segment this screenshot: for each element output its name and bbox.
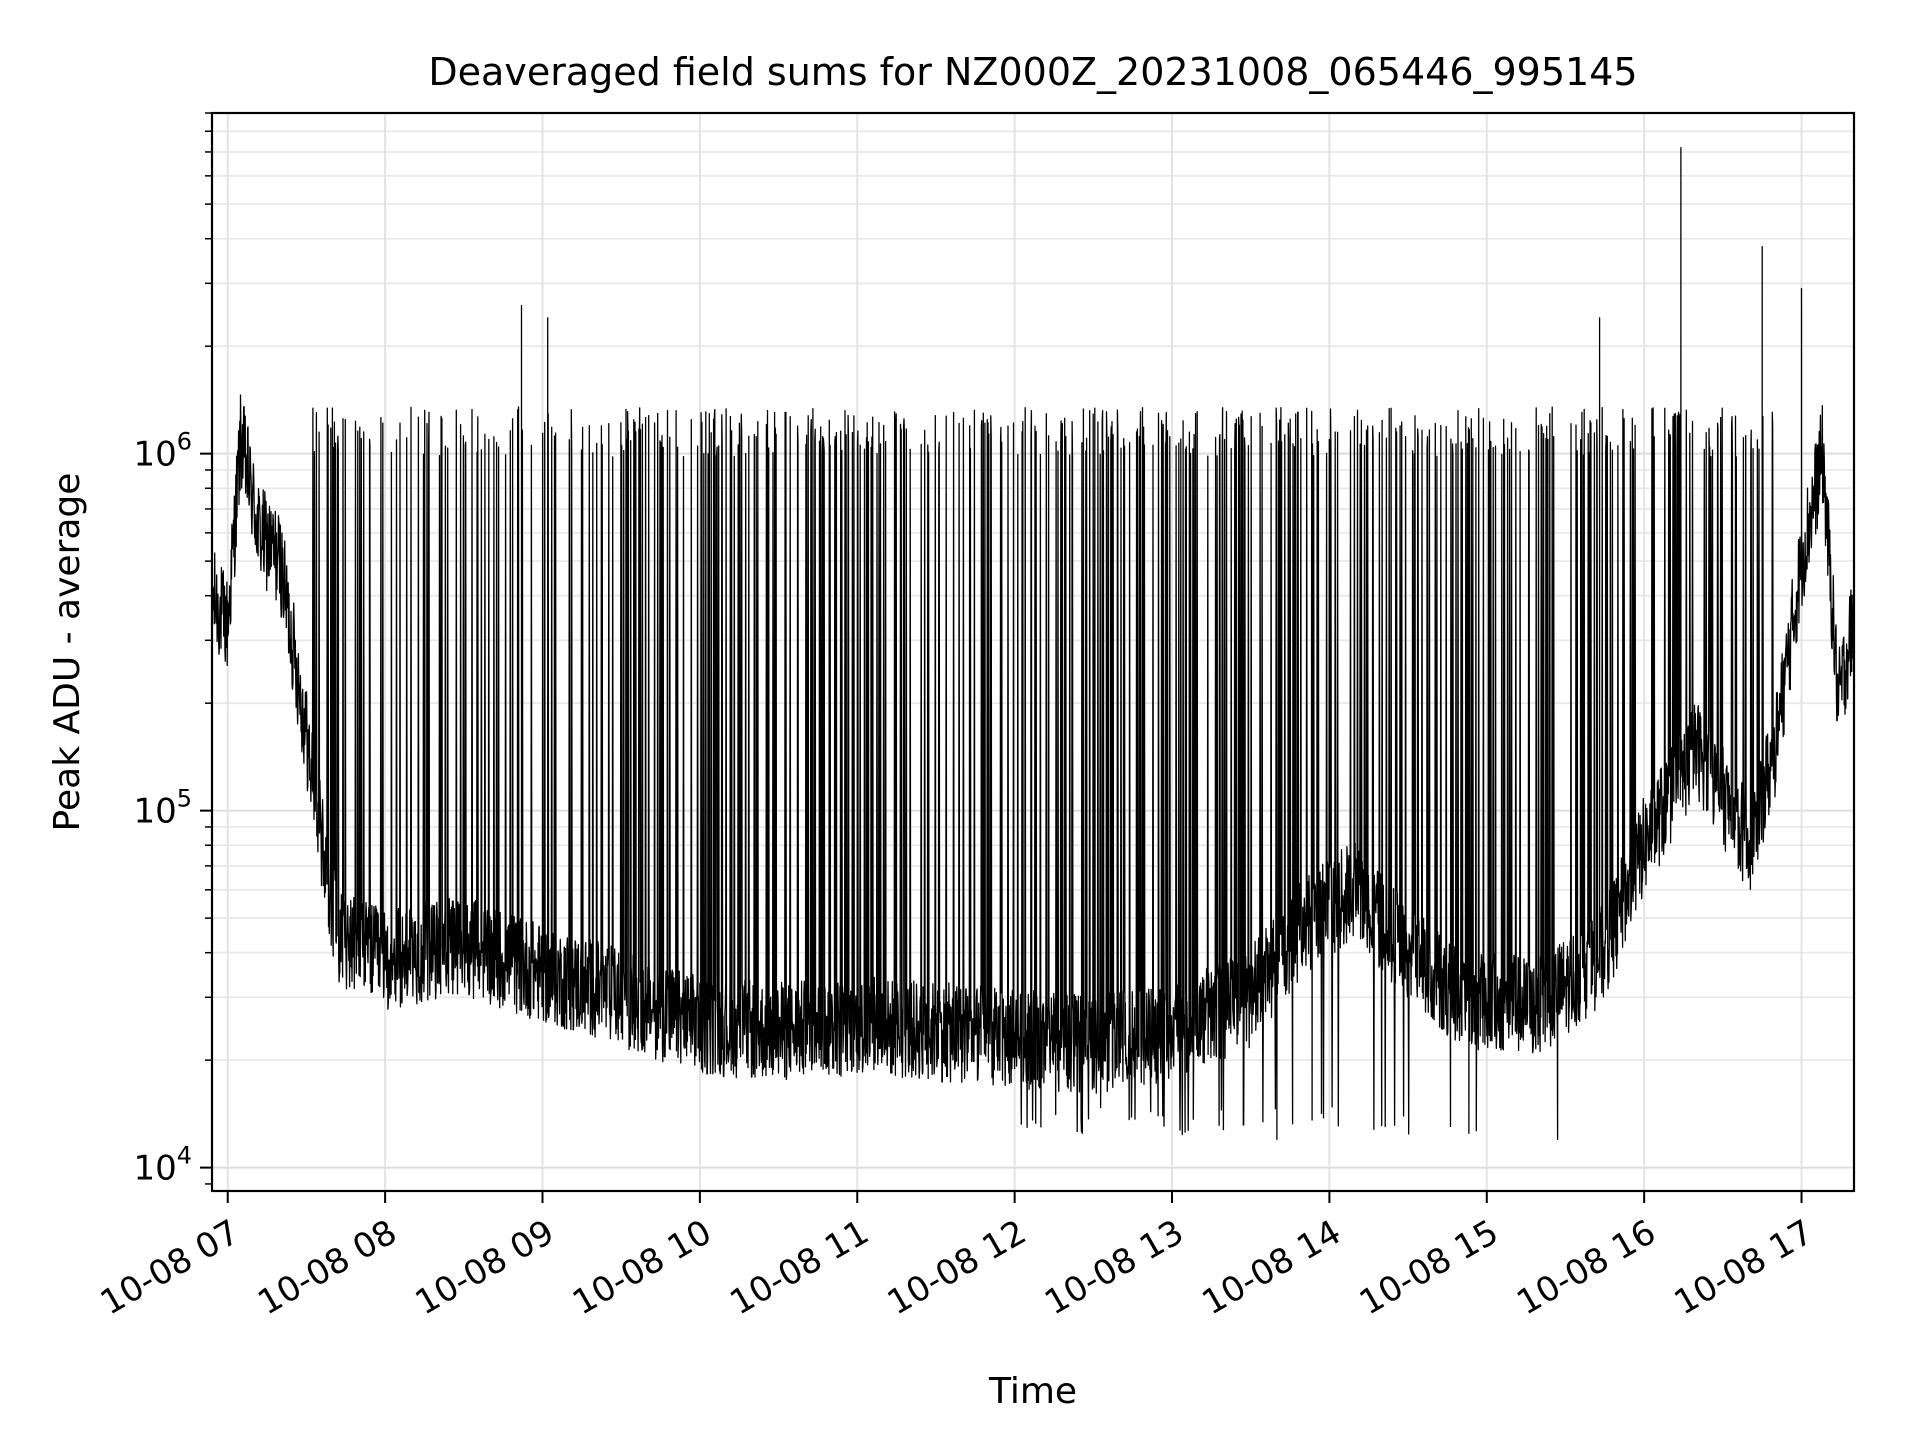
series-path: [211, 146, 1855, 1141]
y-tick-label: 106: [133, 428, 192, 475]
y-tick-label: 105: [133, 785, 192, 832]
y-tick-label: 104: [133, 1142, 192, 1189]
plot-frame: [210, 111, 1856, 1193]
x-axis-label: Time: [988, 1371, 1077, 1412]
chart-title: Deaveraged field sums for NZ000Z_2023100…: [428, 50, 1637, 94]
series-line: [211, 146, 1855, 1141]
y-axis-label: Peak ADU - average: [47, 473, 88, 832]
y-axis: 104 105 106: [133, 112, 212, 1189]
